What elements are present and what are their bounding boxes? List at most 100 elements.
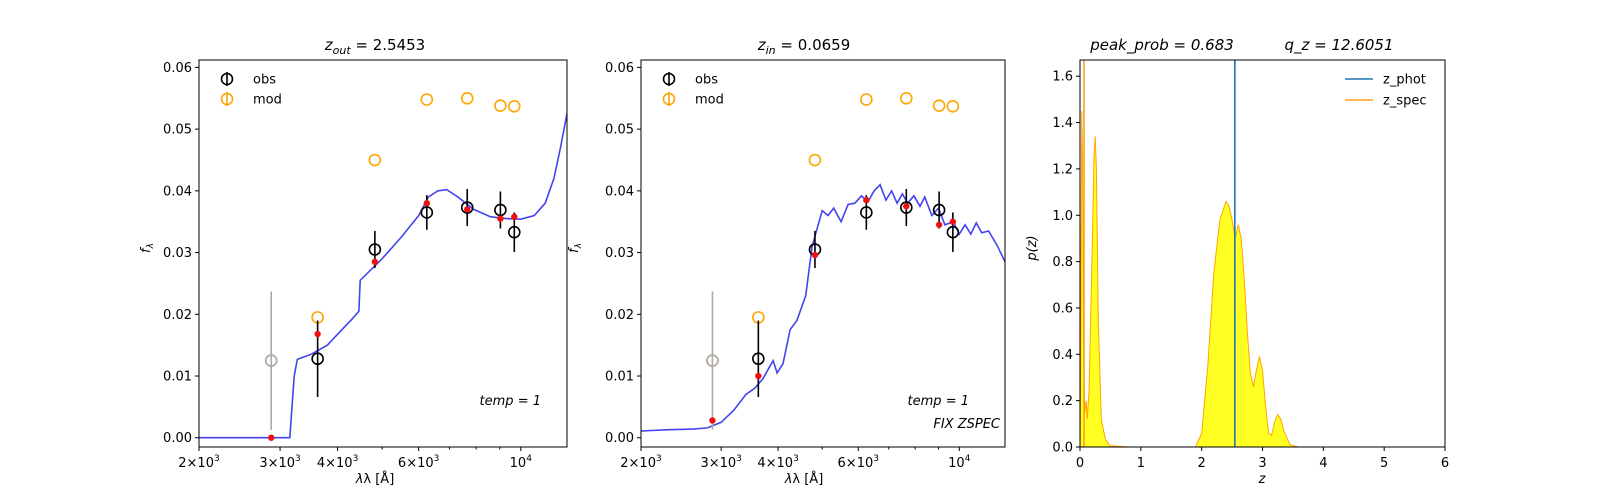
x-tick-label: 104 — [510, 454, 533, 471]
panel-sed-zout: zout = 2.5453 λλ [Å] fλ 0.00 0.01 0.02 0.03… — [139, 36, 568, 487]
legend-label: mod — [253, 93, 282, 108]
title-zout: zout = 2.5453 — [324, 36, 425, 57]
x-tick-label: 0 — [1076, 456, 1084, 471]
title-peak-prob: peak_prob = 0.683 — [1089, 36, 1234, 55]
legend: obs mod — [662, 72, 724, 108]
model-flux-point — [935, 221, 943, 228]
model-flux-point — [755, 372, 762, 380]
title-zin: zin = 0.0659 — [757, 36, 851, 57]
pdf-line — [1080, 110, 1385, 447]
model-flux-point — [464, 206, 471, 213]
obs-point — [900, 201, 913, 214]
axes-frame — [198, 59, 568, 448]
legend: z_phot z_spec — [1345, 73, 1427, 109]
mod-point — [808, 153, 822, 167]
x-tick-label: 4×103 — [757, 454, 798, 471]
y-tick-label: 0.2 — [1052, 394, 1073, 409]
model-flux-point — [949, 218, 957, 225]
y-tick-label: 0.8 — [1052, 255, 1073, 270]
x-tick-label: 6×103 — [838, 454, 879, 471]
legend: obs mod — [220, 72, 282, 108]
y-tick-label: 0.06 — [605, 61, 634, 76]
y-tick-label: 1.0 — [1052, 209, 1073, 224]
legend-label: obs — [695, 73, 718, 88]
panel-pz: peak_prob = 0.683 q_z = 12.6051 z p(z) 0… — [1025, 36, 1449, 487]
annotation-temp: temp = 1 — [480, 394, 541, 409]
xlabel-z: z — [1258, 472, 1267, 487]
model-flux-point — [371, 258, 379, 266]
panel-sed-zin: zin = 0.0659 λλ [Å] fλ 0.00 0.01 0.02 0.03 0… — [567, 36, 1006, 487]
y-tick-label: 0.02 — [163, 308, 192, 323]
legend-label: obs — [253, 73, 276, 88]
ylabel-pz: p(z) — [1025, 235, 1040, 261]
obs-point — [264, 354, 278, 367]
obs-point — [368, 243, 382, 256]
y-tick-label: 0.03 — [163, 246, 192, 261]
obs-point — [946, 225, 960, 239]
pdf-fill — [1080, 111, 1385, 447]
x-tick-label: 3 — [1258, 456, 1266, 471]
annotation-temp: temp = 1 — [908, 394, 969, 409]
y-tick-label: 0.01 — [163, 370, 192, 385]
x-tick-label: 3×103 — [259, 454, 300, 471]
model-flux-point — [423, 199, 431, 207]
mod-point — [932, 99, 946, 112]
obs-point — [706, 354, 719, 367]
x-tick-label: 6×103 — [398, 454, 439, 471]
mod-point — [900, 91, 913, 105]
legend-label: z_phot — [1383, 73, 1426, 88]
y-tick-label: 0.6 — [1052, 301, 1073, 316]
mod-point — [368, 153, 382, 167]
model-flux-point — [511, 213, 518, 220]
y-tick-label: 0.05 — [605, 123, 634, 138]
svg-text:fλ: fλ — [139, 243, 156, 253]
svg-text:fλ: fλ — [567, 243, 584, 253]
x-tick-label: 104 — [948, 454, 971, 471]
y-tick-label: 0.05 — [163, 123, 192, 138]
x-tick-label: 2 — [1198, 456, 1206, 471]
y-tick-label: 0.00 — [163, 431, 192, 446]
model-flux-point — [268, 434, 275, 441]
mod-point — [860, 93, 873, 106]
obs-point — [860, 206, 873, 219]
model-flux-point — [314, 330, 321, 338]
obs-point — [752, 352, 765, 366]
y-tick-label: 0.03 — [605, 246, 634, 261]
title-qz: q_z = 12.6051 — [1284, 36, 1393, 55]
x-tick-label: 2×103 — [178, 454, 219, 471]
y-tick-label: 0.00 — [605, 431, 634, 446]
y-tick-label: 0.04 — [163, 184, 192, 199]
x-tick-label: 4×103 — [317, 454, 358, 471]
legend-label: mod — [695, 93, 724, 108]
x-tick-label: 6 — [1441, 456, 1449, 471]
legend-label: z_spec — [1383, 94, 1427, 109]
y-tick-label: 0.4 — [1052, 348, 1073, 363]
model-flux-point — [709, 417, 716, 424]
obs-point — [420, 206, 434, 219]
xlabel-wavelength: λλ [Å] — [784, 471, 824, 487]
y-tick-label: 1.2 — [1052, 162, 1073, 177]
ylabel-flux: fλ — [139, 243, 156, 253]
obs-point — [932, 203, 946, 217]
model-flux-point — [811, 251, 819, 259]
y-tick-label: 0.01 — [605, 370, 634, 385]
y-tick-label: 0.0 — [1052, 441, 1073, 456]
plot-clip — [641, 91, 1005, 432]
model-flux-point — [863, 196, 870, 204]
y-tick-label: 0.02 — [605, 308, 634, 323]
legend-marker — [220, 72, 234, 86]
mod-point — [420, 93, 434, 106]
mod-point — [460, 91, 474, 105]
model-flux-point — [497, 215, 504, 222]
obs-point — [507, 225, 521, 239]
ylabel-flux: fλ — [567, 243, 584, 253]
x-tick-label: 2×103 — [620, 454, 661, 471]
x-tick-label: 3×103 — [700, 454, 741, 471]
mod-point — [946, 99, 960, 113]
legend-marker — [662, 72, 676, 86]
x-tick-label: 1 — [1137, 456, 1145, 471]
legend-marker — [220, 92, 234, 106]
annotation-fix-zspec: FIX ZSPEC — [933, 417, 1001, 432]
model-flux-point — [903, 203, 910, 210]
